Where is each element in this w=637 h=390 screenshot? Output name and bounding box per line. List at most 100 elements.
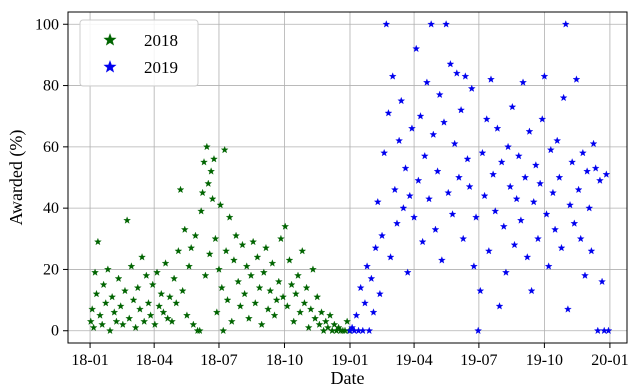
data-point-2018	[306, 305, 315, 313]
data-point-2019	[482, 115, 491, 123]
data-point-2019	[442, 20, 450, 28]
data-point-2018	[114, 274, 123, 282]
data-point-2019	[589, 139, 598, 148]
data-point-2019	[596, 176, 604, 184]
data-point-2019	[517, 216, 525, 224]
data-point-2018	[219, 326, 228, 335]
data-point-2019	[457, 106, 465, 114]
data-point-2019	[478, 148, 487, 157]
data-point-2018	[91, 268, 99, 276]
data-point-2019	[506, 182, 515, 190]
data-point-2019	[382, 20, 391, 28]
data-point-2018	[166, 292, 174, 301]
data-point-2019	[485, 247, 493, 255]
data-point-2019	[574, 185, 583, 194]
data-point-2019	[504, 142, 512, 151]
data-point-2019	[393, 219, 401, 227]
data-point-2018	[174, 247, 183, 255]
data-point-2018	[298, 247, 307, 255]
data-point-2018	[247, 271, 255, 279]
data-point-2019	[363, 262, 371, 270]
data-point-2018	[343, 317, 351, 325]
data-point-2019	[480, 191, 489, 200]
data-point-2018	[116, 302, 125, 310]
data-point-2019	[564, 305, 572, 313]
data-point-2019	[405, 191, 414, 200]
y-axis-label: Awarded (%)	[6, 130, 27, 226]
data-point-2018	[140, 317, 149, 325]
data-point-2018	[99, 280, 108, 289]
data-point-2019	[448, 210, 457, 218]
data-point-2018	[94, 237, 102, 246]
data-point-2018	[157, 289, 166, 298]
data-point-2018	[101, 299, 110, 307]
data-point-2019	[493, 124, 502, 132]
data-point-2019	[553, 136, 562, 144]
data-point-2019	[455, 173, 463, 181]
gridlines	[68, 12, 627, 343]
data-point-2018	[253, 253, 262, 261]
x-tick-label: 19-07	[460, 352, 497, 369]
data-point-2019	[495, 302, 504, 310]
data-point-2019	[497, 158, 506, 166]
data-point-2018	[205, 250, 214, 258]
data-point-2019	[555, 173, 564, 181]
data-point-2018	[88, 305, 97, 313]
data-point-2018	[127, 262, 136, 270]
data-point-2019	[499, 222, 508, 230]
data-point-2019	[568, 158, 577, 166]
data-point-2019	[386, 253, 395, 261]
data-point-2018	[183, 311, 191, 319]
data-point-2018	[201, 271, 210, 279]
data-point-2018	[223, 296, 232, 304]
data-point-2018	[129, 296, 138, 304]
data-point-2019	[420, 152, 429, 160]
data-point-2018	[136, 305, 144, 313]
data-point-2018	[110, 308, 119, 316]
data-point-2019	[433, 167, 442, 175]
data-point-2019	[369, 308, 378, 316]
data-point-2019	[557, 243, 566, 252]
data-point-2018	[163, 314, 172, 322]
data-point-2019	[414, 176, 423, 184]
data-point-2018	[211, 234, 220, 243]
x-tick-label: 18-01	[71, 352, 108, 369]
data-point-2018	[189, 320, 198, 328]
data-point-2018	[330, 320, 339, 328]
data-point-2018	[220, 145, 229, 154]
data-point-2018	[285, 256, 294, 264]
data-point-2019	[559, 93, 568, 102]
data-point-2018	[296, 308, 304, 316]
data-point-2018	[131, 323, 140, 331]
data-point-2019	[512, 194, 521, 203]
data-point-2019	[566, 201, 574, 209]
data-point-2018	[215, 265, 223, 273]
data-point-2018	[257, 320, 266, 328]
data-point-2018	[240, 289, 249, 298]
data-point-2018	[197, 207, 206, 215]
data-point-2019	[591, 164, 600, 172]
data-point-2018	[264, 305, 272, 313]
data-point-2018	[213, 308, 221, 316]
data-point-2018	[238, 240, 247, 249]
data-point-2018	[208, 194, 217, 203]
legend-label: 2019	[144, 58, 178, 77]
data-point-2018	[176, 185, 185, 194]
data-point-2018	[222, 247, 230, 255]
data-point-2019	[519, 78, 527, 86]
data-point-2019	[551, 225, 559, 233]
data-point-2018	[309, 265, 317, 273]
data-point-2019	[470, 262, 478, 270]
data-point-2018	[289, 317, 298, 325]
data-point-2019	[373, 197, 382, 206]
data-point-2019	[459, 234, 468, 243]
data-point-2019	[546, 145, 555, 154]
data-point-2019	[408, 124, 416, 132]
data-point-2018	[313, 292, 322, 301]
x-tick-label: 19-01	[331, 352, 368, 369]
data-point-2019	[380, 148, 389, 157]
y-tick-label: 80	[43, 78, 59, 95]
data-point-2019	[502, 268, 510, 276]
